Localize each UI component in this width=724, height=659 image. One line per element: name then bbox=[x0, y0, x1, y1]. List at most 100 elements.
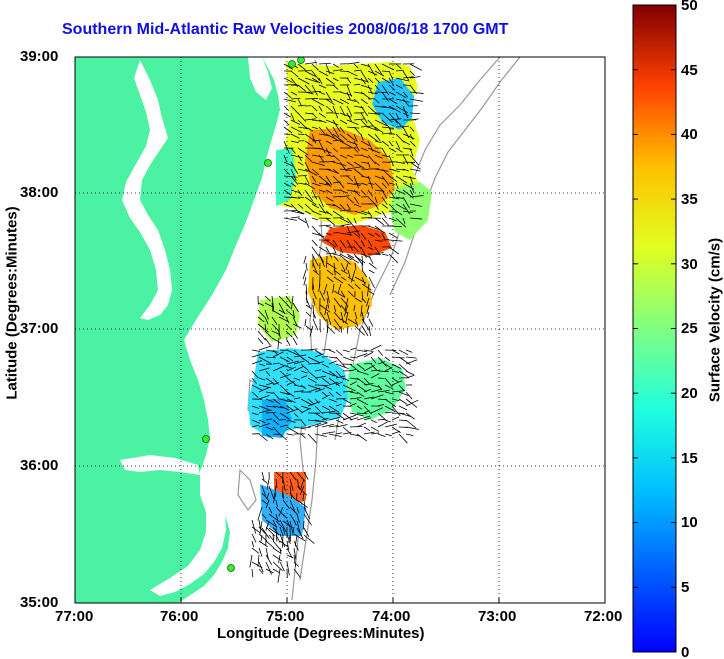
velocity-arrow bbox=[346, 253, 355, 259]
radar-site bbox=[227, 564, 235, 572]
x-tick-label: 72:00 bbox=[584, 608, 623, 625]
velocity-arrow bbox=[356, 349, 368, 353]
velocity-arrow bbox=[333, 255, 339, 262]
velocity-arrow bbox=[321, 405, 331, 411]
velocity-arrow bbox=[307, 356, 321, 364]
velocity-arrow bbox=[265, 499, 270, 509]
velocity-arrow bbox=[279, 526, 284, 537]
velocity-arrow bbox=[367, 189, 374, 197]
velocity-arrow bbox=[258, 409, 270, 414]
velocity-arrow bbox=[409, 126, 415, 132]
velocity-arrow bbox=[374, 70, 385, 77]
velocity-arrow bbox=[258, 526, 266, 534]
velocity-arrow bbox=[388, 91, 396, 96]
velocity-arrow bbox=[346, 133, 356, 141]
velocity-arrow bbox=[325, 239, 337, 248]
velocity-arrow bbox=[286, 519, 291, 528]
velocity-arrow bbox=[297, 63, 306, 71]
velocity-arrow bbox=[265, 568, 274, 574]
velocity-arrow bbox=[304, 168, 318, 176]
velocity-arrow bbox=[293, 405, 303, 414]
velocity-arrow bbox=[395, 63, 402, 69]
velocity-arrow bbox=[377, 361, 386, 365]
velocity-arrow bbox=[297, 175, 307, 177]
velocity-arrow bbox=[314, 422, 328, 428]
velocity-arrow bbox=[346, 105, 353, 117]
velocity-arrow bbox=[391, 416, 400, 421]
velocity-arrow bbox=[272, 526, 280, 536]
velocity-arrow bbox=[381, 182, 388, 189]
velocity-arrow bbox=[395, 91, 407, 99]
velocity-arrow bbox=[251, 533, 257, 543]
colorbar-tick-label: 20 bbox=[681, 385, 698, 402]
colorbar-tick-label: 30 bbox=[681, 256, 698, 273]
velocity-arrow bbox=[300, 375, 308, 379]
velocity-arrow bbox=[335, 363, 349, 369]
velocity-arrow bbox=[302, 269, 307, 280]
velocity-arrow bbox=[302, 492, 305, 501]
velocity-arrow bbox=[290, 126, 303, 134]
velocity-arrow bbox=[297, 133, 305, 135]
velocity-arrow bbox=[328, 349, 336, 354]
velocity-arrow bbox=[283, 175, 298, 178]
velocity-arrow bbox=[395, 182, 399, 189]
velocity-arrow bbox=[405, 370, 415, 376]
velocity-arrow bbox=[268, 513, 280, 523]
colorbar-label: Surface Velocity (cm/s) bbox=[706, 237, 724, 403]
velocity-arrow bbox=[249, 554, 253, 568]
velocity-arrow bbox=[279, 533, 286, 548]
velocity-arrow bbox=[374, 126, 384, 134]
velocity-arrow bbox=[290, 210, 305, 215]
velocity-arrow bbox=[304, 175, 310, 185]
velocity-arrow bbox=[279, 356, 290, 363]
velocity-arrow bbox=[377, 433, 386, 437]
velocity-arrow bbox=[311, 175, 317, 183]
velocity-arrow bbox=[321, 391, 328, 397]
velocity-arrow bbox=[271, 295, 275, 310]
velocity-arrow bbox=[356, 353, 368, 358]
velocity-arrow bbox=[335, 419, 344, 424]
velocity-arrow bbox=[349, 402, 357, 407]
velocity-arrow bbox=[311, 225, 320, 236]
velocity-arrow bbox=[304, 161, 311, 173]
velocity-arrow bbox=[332, 69, 343, 72]
velocity-arrow bbox=[384, 391, 394, 395]
velocity-arrow bbox=[332, 126, 340, 138]
velocity-arrow bbox=[258, 386, 270, 393]
velocity-arrow bbox=[265, 356, 276, 359]
velocity-arrow bbox=[283, 203, 293, 208]
velocity-arrow bbox=[289, 471, 297, 481]
velocity-arrow bbox=[321, 377, 330, 385]
velocity-arrow bbox=[325, 133, 338, 141]
velocity-arrow bbox=[312, 283, 315, 291]
velocity-arrow bbox=[311, 182, 321, 187]
velocity-arrow bbox=[367, 91, 378, 95]
velocity-arrow bbox=[278, 506, 284, 517]
velocity-arrow bbox=[388, 154, 394, 167]
velocity-arrow bbox=[402, 98, 410, 107]
delaware-bay bbox=[248, 57, 272, 100]
velocity-arrow bbox=[258, 547, 263, 557]
velocity-arrow bbox=[303, 506, 310, 520]
velocity-arrow bbox=[271, 316, 278, 325]
velocity-arrow bbox=[283, 140, 290, 154]
velocity-arrow bbox=[293, 354, 307, 358]
velocity-arrow bbox=[293, 390, 304, 393]
velocity-arrow bbox=[335, 370, 345, 380]
velocity-arrow bbox=[307, 348, 318, 351]
velocity-arrow bbox=[279, 418, 287, 421]
velocity-arrow bbox=[402, 203, 411, 215]
velocity-arrow bbox=[381, 63, 395, 71]
velocity-arrow bbox=[297, 98, 303, 107]
velocity-arrow bbox=[340, 269, 348, 275]
velocity-arrow bbox=[381, 232, 386, 241]
velocity-arrow bbox=[339, 119, 348, 125]
velocity-arrow bbox=[251, 547, 260, 554]
velocity-arrow bbox=[324, 304, 328, 316]
velocity-arrow bbox=[283, 112, 291, 118]
velocity-arrow bbox=[388, 126, 392, 135]
velocity-arrow bbox=[272, 519, 278, 528]
velocity-arrow bbox=[293, 533, 306, 542]
velocity-arrow bbox=[405, 356, 417, 359]
velocity-arrow bbox=[278, 302, 286, 315]
